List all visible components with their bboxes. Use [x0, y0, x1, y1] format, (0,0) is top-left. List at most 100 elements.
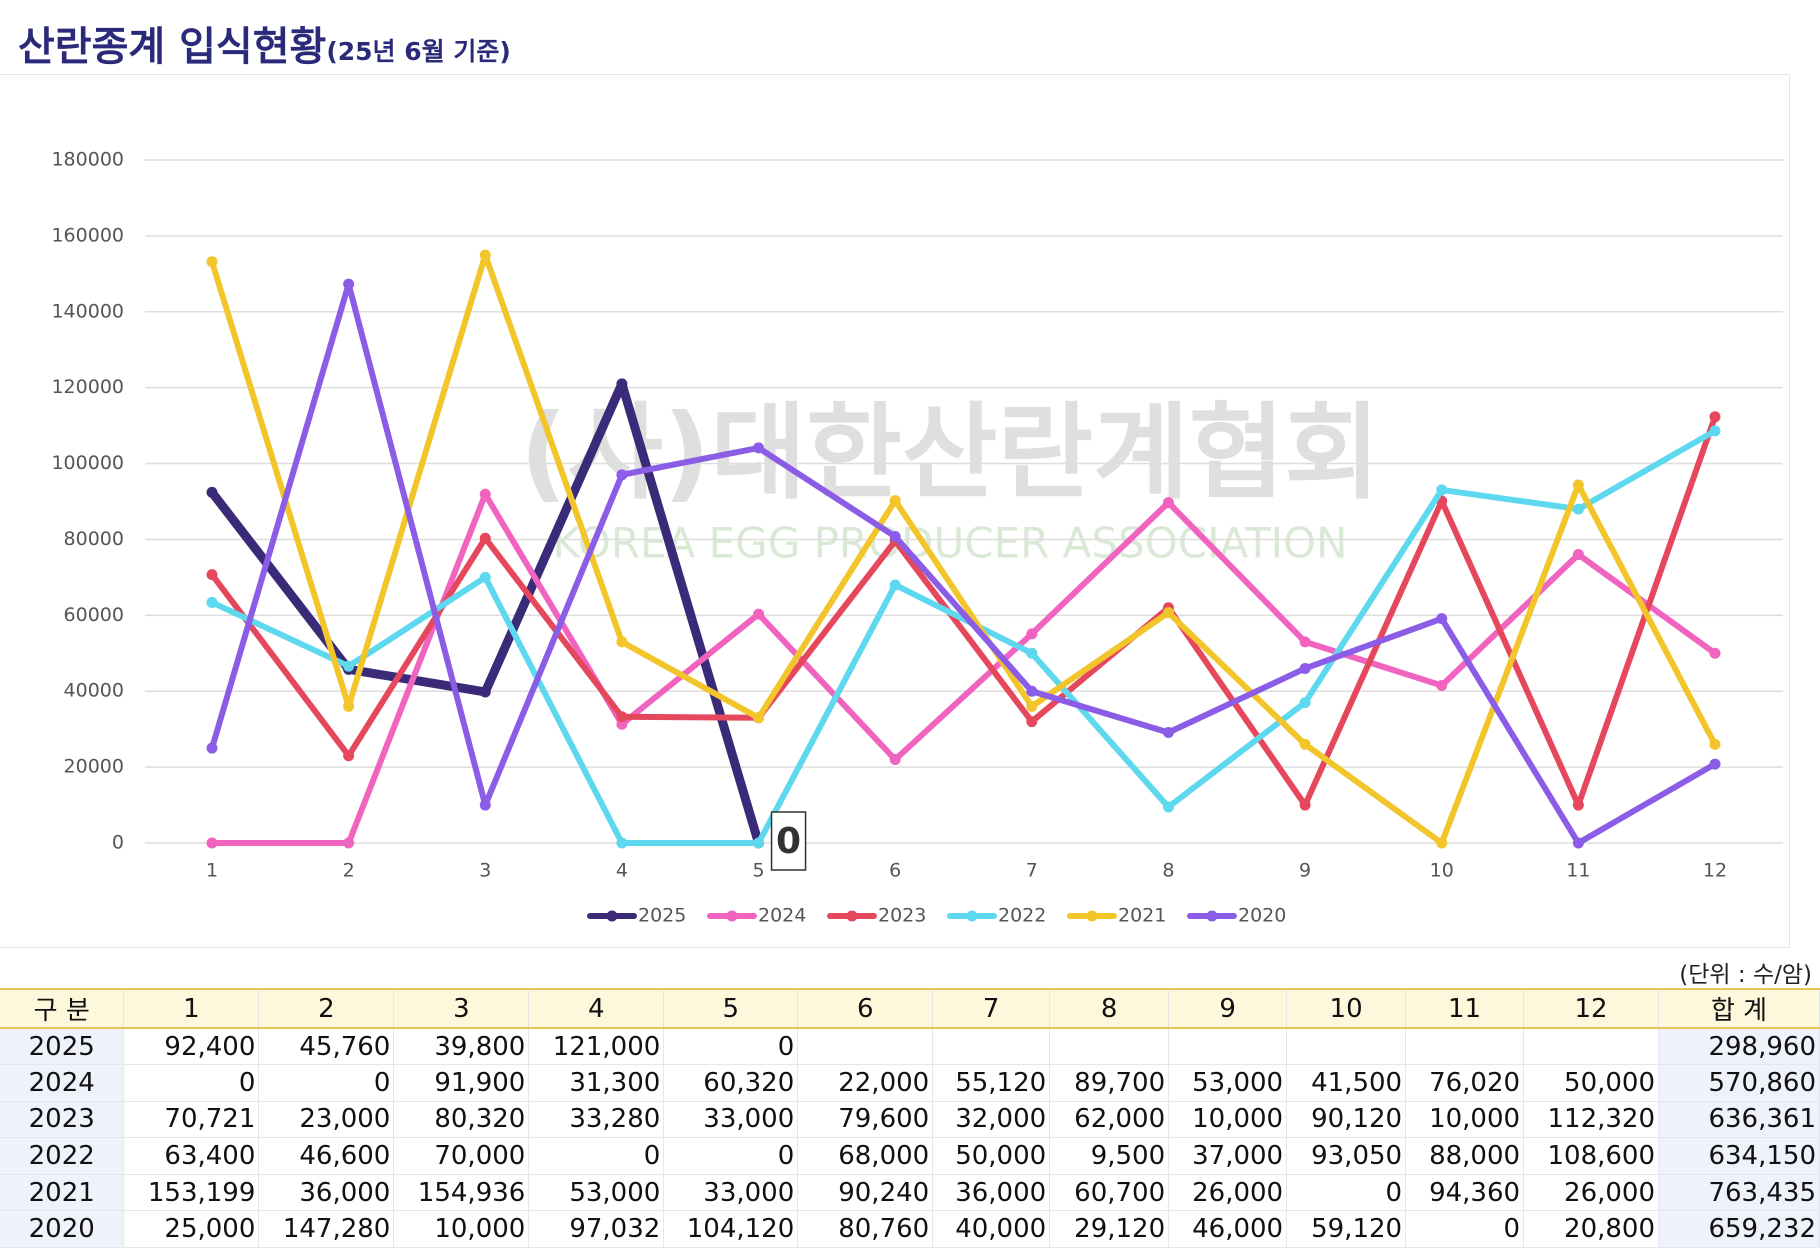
table-cell: 0 [258, 1064, 395, 1102]
table-cell: 26,000 [1168, 1174, 1288, 1212]
watermark: (사)대한산란계협회 [520, 391, 1381, 513]
table-cell: 23,000 [258, 1101, 395, 1139]
header-cell: 11 [1405, 988, 1525, 1029]
data-point [1436, 613, 1448, 625]
x-tick-label: 8 [1162, 860, 1174, 882]
legend-dot [606, 910, 618, 922]
y-tick-label: 100000 [51, 452, 124, 474]
table-cell: 121,000 [528, 1028, 665, 1066]
data-point [1436, 837, 1448, 849]
table-cell: 89,700 [1049, 1064, 1170, 1102]
data-point [1026, 628, 1038, 640]
table-cell: 60,700 [1049, 1174, 1170, 1212]
series-line [209, 427, 1718, 846]
table-cell: 60,320 [663, 1064, 799, 1102]
header-cell: 6 [797, 988, 934, 1029]
x-tick-label: 6 [889, 860, 901, 882]
table-cell: 26,000 [1523, 1174, 1660, 1212]
legend-dot [846, 910, 858, 922]
table-cell: 0 [123, 1064, 260, 1102]
table-cell: 9,500 [1049, 1137, 1170, 1175]
data-point [616, 837, 628, 849]
row-label: 2024 [0, 1064, 125, 1102]
header-cell: 4 [528, 988, 665, 1029]
legend-dot [966, 910, 978, 922]
table-cell: 36,000 [932, 1174, 1051, 1212]
data-table: 구 분 1 2 3 4 5 6 7 8 9 10 11 12 합 계 2025 92,400 45,760 39,… [0, 988, 1820, 1248]
x-tick-label: 1 [206, 860, 218, 882]
x-tick-label: 10 [1430, 860, 1454, 882]
legend-label: 2022 [998, 905, 1046, 927]
data-point [479, 799, 491, 811]
legend-label: 2020 [1238, 905, 1286, 927]
data-point [889, 579, 901, 591]
legend-label: 2025 [638, 905, 686, 927]
data-point [889, 495, 901, 507]
watermark-sub: KOREA EGG PRODUCER ASSOCIATION [553, 519, 1348, 568]
table-cell: 104,120 [663, 1210, 799, 1248]
series-line [209, 491, 1718, 846]
data-point [616, 711, 628, 723]
table-cell: 108,600 [1523, 1137, 1660, 1175]
table-row: 2021 153,199 36,000 154,936 53,000 33,000 90,2… [0, 1174, 1820, 1212]
table-cell: 32,000 [932, 1101, 1051, 1139]
data-point [1709, 647, 1721, 659]
row-label: 2022 [0, 1137, 125, 1175]
data-point [343, 278, 355, 290]
y-tick-label: 60000 [64, 604, 124, 626]
table-cell: 46,000 [1168, 1210, 1288, 1248]
data-point [1026, 700, 1038, 712]
data-point [616, 636, 628, 648]
table-cell: 20,800 [1523, 1210, 1660, 1248]
header-cell: 9 [1168, 988, 1288, 1029]
table-cell: 55,120 [932, 1064, 1051, 1102]
y-tick-label: 0 [112, 832, 124, 854]
table-cell: 36,000 [258, 1174, 395, 1212]
data-point [1299, 636, 1311, 648]
table-cell: 59,120 [1286, 1210, 1407, 1248]
data-point [1162, 497, 1174, 509]
table-cell: 25,000 [123, 1210, 260, 1248]
data-point [889, 531, 901, 543]
data-point [1026, 716, 1038, 728]
header-cell: 10 [1286, 988, 1407, 1029]
data-point [1572, 549, 1584, 561]
table-cell: 97,032 [528, 1210, 665, 1248]
data-point [479, 249, 491, 261]
table-cell: 0 [663, 1137, 799, 1175]
table-cell: 153,199 [123, 1174, 260, 1212]
table-cell: 10,000 [1168, 1101, 1288, 1139]
data-point [479, 532, 491, 544]
data-point [616, 469, 628, 481]
header-cell: 3 [393, 988, 530, 1029]
table-cell: 50,000 [1523, 1064, 1660, 1102]
table-cell: 0 [1286, 1174, 1407, 1212]
total-cell: 570,860 [1658, 1064, 1820, 1102]
table-cell: 33,000 [663, 1101, 799, 1139]
header-row: 구 분 1 2 3 4 5 6 7 8 9 10 11 12 합 계 [0, 988, 1820, 1029]
table-cell [1286, 1028, 1407, 1066]
table-cell: 70,721 [123, 1101, 260, 1139]
header-cell: 12 [1523, 988, 1660, 1029]
data-point [1299, 697, 1311, 709]
data-point [206, 256, 218, 268]
data-point [1026, 647, 1038, 659]
table-cell: 91,900 [393, 1064, 530, 1102]
table-cell: 94,360 [1405, 1174, 1525, 1212]
data-point [1436, 680, 1448, 692]
table-cell: 29,120 [1049, 1210, 1170, 1248]
chart-subtitle: (25년 6월 기준) [326, 37, 511, 66]
table-cell: 53,000 [528, 1174, 665, 1212]
legend-dot [1086, 910, 1098, 922]
header-cell: 7 [932, 988, 1051, 1029]
data-point [753, 837, 765, 849]
data-point [1162, 801, 1174, 813]
table-cell: 0 [663, 1028, 799, 1066]
total-cell: 763,435 [1658, 1174, 1820, 1212]
table-cell: 0 [1405, 1210, 1525, 1248]
data-point [1572, 799, 1584, 811]
data-point [1709, 425, 1721, 437]
legend-label: 2023 [878, 905, 926, 927]
header-cell: 구 분 [0, 988, 125, 1029]
